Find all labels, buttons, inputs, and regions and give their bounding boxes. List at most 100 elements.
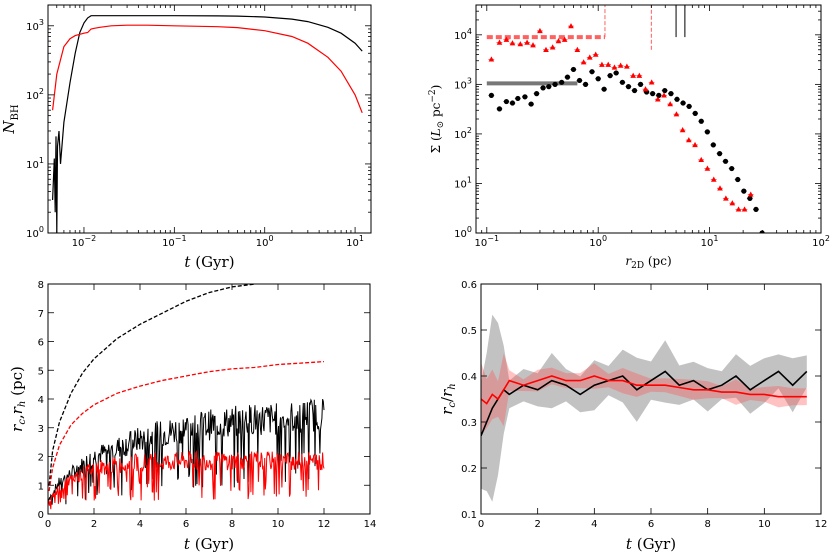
series-red-dashed — [48, 360, 325, 492]
data-point-black — [576, 77, 583, 84]
x-tick-label: 8 — [229, 519, 235, 530]
panel-radius-ratio: 0 2 4 6 8 10 12 0.1 0.2 0.3 0.4 0.5 0.6 t (Gyr) rc/rh — [438, 280, 827, 553]
data-point-black — [650, 91, 656, 97]
data-point-red — [717, 185, 723, 191]
y-tick-label: 6 — [38, 338, 44, 349]
data-point-red — [568, 23, 574, 29]
data-point-black — [522, 94, 528, 100]
data-point-black — [674, 96, 680, 102]
x-tick-label: 14 — [364, 519, 377, 530]
data-point-black — [613, 70, 619, 76]
data-point-black — [692, 110, 698, 116]
data-point-black — [668, 91, 674, 97]
data-point-black — [534, 91, 540, 97]
data-point-red — [503, 36, 510, 42]
series-black-ratio — [481, 370, 808, 437]
y-tick-label: 4 — [38, 395, 44, 406]
y-tick-label: 102 — [454, 126, 472, 141]
data-point-black — [559, 79, 565, 85]
data-point-black — [589, 69, 595, 75]
y-tick-label: 1 — [38, 481, 44, 492]
x-tick-label: 4 — [591, 519, 597, 530]
data-point-red — [549, 44, 556, 50]
y-axis-label: rc/rh — [438, 383, 458, 414]
data-point-black — [564, 74, 571, 80]
y-tick-label: 0 — [38, 510, 44, 521]
series-black-rc — [48, 398, 325, 505]
y-tick-label: 103 — [454, 76, 472, 91]
x-tick-label: 100 — [256, 234, 274, 249]
x-axis-label: t (Gyr) — [184, 535, 234, 553]
x-tick-label: 0 — [45, 519, 51, 530]
y-tick-label: 103 — [26, 18, 44, 33]
y-tick-label: 101 — [26, 156, 44, 171]
data-point-black — [710, 142, 716, 148]
data-point-black — [729, 165, 735, 172]
data-point-red — [729, 200, 736, 206]
y-tick-label: 0.2 — [461, 464, 477, 475]
x-tick-label: 0 — [478, 519, 484, 530]
axes-frame — [475, 4, 822, 234]
data-point-red — [524, 39, 530, 45]
data-point-black — [509, 100, 516, 106]
data-point-black — [582, 81, 589, 87]
data-point-black — [717, 151, 723, 157]
data-point-red — [686, 137, 692, 143]
data-point-red — [636, 72, 643, 78]
data-point-red — [704, 165, 711, 171]
axes-frame — [47, 4, 372, 234]
data-point-red — [530, 42, 536, 48]
y-tick-label: 100 — [454, 225, 472, 240]
data-point-black — [503, 98, 510, 105]
y-tick-label: 102 — [26, 87, 44, 102]
data-point-red — [642, 86, 649, 92]
data-point-red — [747, 191, 754, 197]
y-tick-label: 0.1 — [461, 510, 477, 521]
y-tick-label: 0.6 — [461, 280, 477, 291]
y-tick-label: 0.3 — [461, 418, 477, 429]
data-point-black — [747, 195, 753, 201]
data-point-red — [741, 206, 748, 212]
data-point-red — [555, 38, 562, 44]
data-point-red — [710, 176, 717, 182]
data-point-black — [759, 230, 765, 233]
data-point-red — [723, 195, 729, 201]
data-point-red — [543, 46, 549, 52]
x-axis-label: t (Gyr) — [184, 253, 234, 271]
data-point-red — [667, 101, 674, 107]
data-point-red — [517, 41, 524, 47]
band-red-ratio — [481, 353, 807, 436]
y-tick-label: 5 — [38, 366, 44, 377]
data-point-black — [595, 76, 601, 82]
data-point-red — [586, 54, 593, 60]
x-tick-label: 6 — [648, 519, 654, 530]
x-tick-label: 101 — [701, 234, 719, 249]
x-tick-label: 6 — [183, 519, 189, 530]
x-tick-label: 10 — [272, 519, 285, 530]
y-axis-label: rc,rh (pc) — [8, 366, 28, 432]
data-point-black — [656, 92, 662, 98]
data-point-red — [648, 79, 655, 85]
series-black — [52, 15, 363, 233]
data-point-black — [722, 158, 729, 164]
x-tick-label: 10−2 — [72, 234, 97, 249]
data-point-red — [496, 39, 503, 45]
data-point-red — [611, 64, 618, 70]
data-point-red — [692, 141, 698, 148]
data-point-black — [488, 92, 495, 98]
x-axis-label: t (Gyr) — [626, 535, 676, 553]
x-tick-label: 8 — [704, 519, 710, 530]
y-tick-label: 104 — [454, 27, 472, 42]
data-point-black — [607, 73, 613, 79]
data-point-red — [624, 63, 630, 69]
data-point-red — [679, 126, 686, 133]
y-tick-label: 3 — [38, 424, 44, 435]
data-point-black — [552, 81, 558, 87]
y-tick-label: 8 — [38, 280, 44, 291]
data-point-red — [617, 62, 624, 68]
panel-nbh-vs-time: 10−2 10−1 100 101 100 101 102 103 t (Gyr) NBH — [0, 4, 372, 271]
x-tick-label: 102 — [812, 234, 830, 249]
y-tick-label: 0.5 — [461, 326, 477, 337]
